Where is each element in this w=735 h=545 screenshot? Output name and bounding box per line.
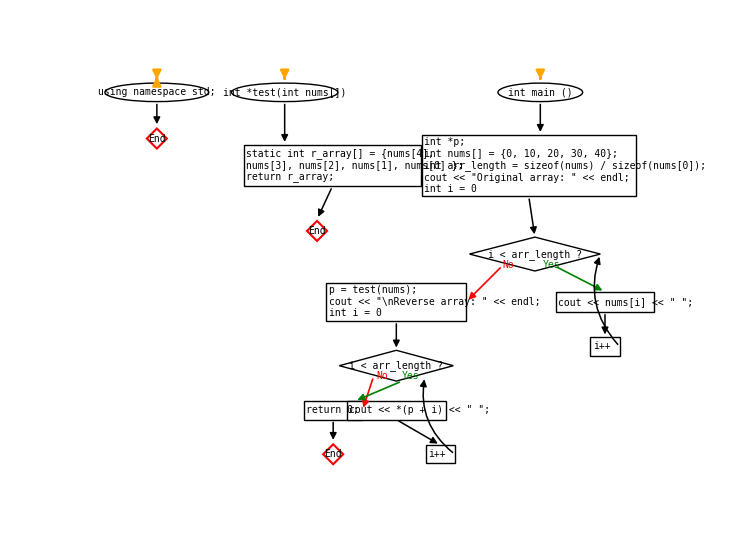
Bar (347, 401, 445, 420)
Text: i < arr_length ?: i < arr_length ? (488, 249, 582, 259)
Text: End: End (324, 449, 342, 459)
Text: i++: i++ (428, 449, 445, 459)
Text: cout << nums[i] << " ";: cout << nums[i] << " "; (558, 297, 693, 307)
Polygon shape (147, 129, 167, 149)
Text: static int r_array[] = {nums[4],
nums[3], nums[2], nums[1], nums[0] };
return r_: static int r_array[] = {nums[4], nums[3]… (246, 148, 464, 183)
Text: using namespace std;: using namespace std; (98, 87, 215, 98)
Text: int *test(int nums[]): int *test(int nums[]) (223, 87, 346, 98)
Ellipse shape (498, 83, 583, 101)
Bar (326, 282, 467, 321)
Ellipse shape (232, 83, 338, 101)
Text: End: End (148, 134, 165, 143)
Bar (426, 445, 455, 463)
Text: int main (): int main () (508, 87, 573, 98)
Text: i < arr_length ?: i < arr_length ? (349, 360, 443, 371)
Text: i++: i++ (592, 342, 610, 352)
Polygon shape (340, 350, 453, 381)
Text: End: End (308, 226, 326, 236)
Ellipse shape (105, 83, 209, 101)
Polygon shape (470, 237, 600, 271)
Polygon shape (307, 221, 327, 241)
Bar (244, 145, 421, 186)
Text: p = test(nums);
cout << "\nReverse array: " << endl;
int i = 0: p = test(nums); cout << "\nReverse array… (329, 285, 540, 318)
Text: Yes: Yes (401, 372, 419, 382)
Text: No: No (502, 260, 514, 270)
Bar (422, 135, 636, 196)
Text: Yes: Yes (543, 260, 561, 270)
Bar (590, 337, 620, 356)
Polygon shape (323, 444, 343, 464)
Text: int *p;
int nums[] = {0, 10, 20, 30, 40};
int arr_length = sizeof(nums) / sizeof: int *p; int nums[] = {0, 10, 20, 30, 40}… (424, 137, 706, 194)
Bar (304, 401, 362, 420)
Text: No: No (376, 372, 388, 382)
Text: return 0;: return 0; (306, 405, 359, 415)
Bar (556, 292, 654, 312)
Text: cout << *(p + i) << " ";: cout << *(p + i) << " "; (349, 405, 490, 415)
